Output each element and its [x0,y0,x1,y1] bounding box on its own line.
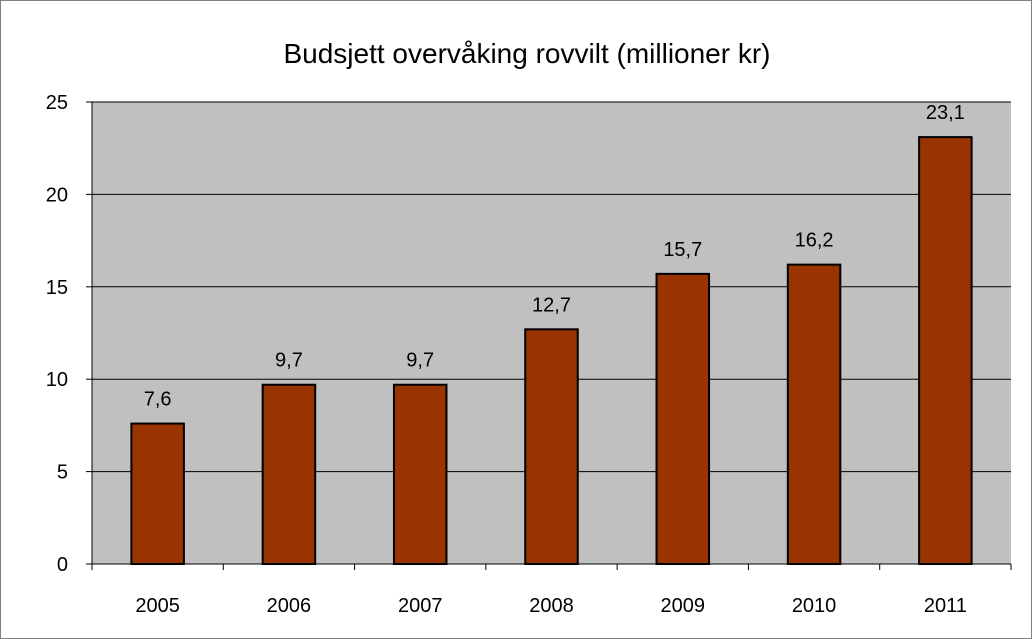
data-label: 23,1 [926,102,965,124]
bar [392,383,448,565]
bar [524,328,579,565]
y-tick-label: 0 [57,554,68,576]
bar [655,272,711,565]
y-tick-label: 5 [57,462,68,484]
bar [130,422,185,565]
data-label: 15,7 [663,239,702,261]
bar [786,263,842,565]
data-label: 9,7 [406,350,434,372]
x-tick-label: 2011 [924,595,967,617]
axes [86,101,1012,570]
data-label: 16,2 [795,230,834,252]
x-tick-label: 2005 [135,595,180,617]
data-label: 9,7 [275,350,303,372]
x-tick-label: 2010 [792,595,837,617]
data-label: 12,7 [532,294,571,316]
x-tick-label: 2006 [267,595,312,617]
y-tick-label: 15 [46,277,68,299]
y-tick-label: 25 [46,92,68,114]
y-tick-label: 20 [46,184,68,206]
bars [130,136,973,565]
bar [261,383,317,565]
bar [918,136,973,565]
labels: 0 5 10 15 20 25 7,6 2005 9,7 2006 9,7 2007 12,7 2008 1… [46,92,967,617]
chart-title: Budsjett overvåking rovvilt (millioner k… [283,38,770,69]
x-tick-label: 2007 [398,595,443,617]
x-tick-label: 2009 [661,595,706,617]
data-label: 7,6 [144,389,172,411]
y-tick-label: 10 [46,369,68,391]
x-tick-label: 2008 [529,595,574,617]
